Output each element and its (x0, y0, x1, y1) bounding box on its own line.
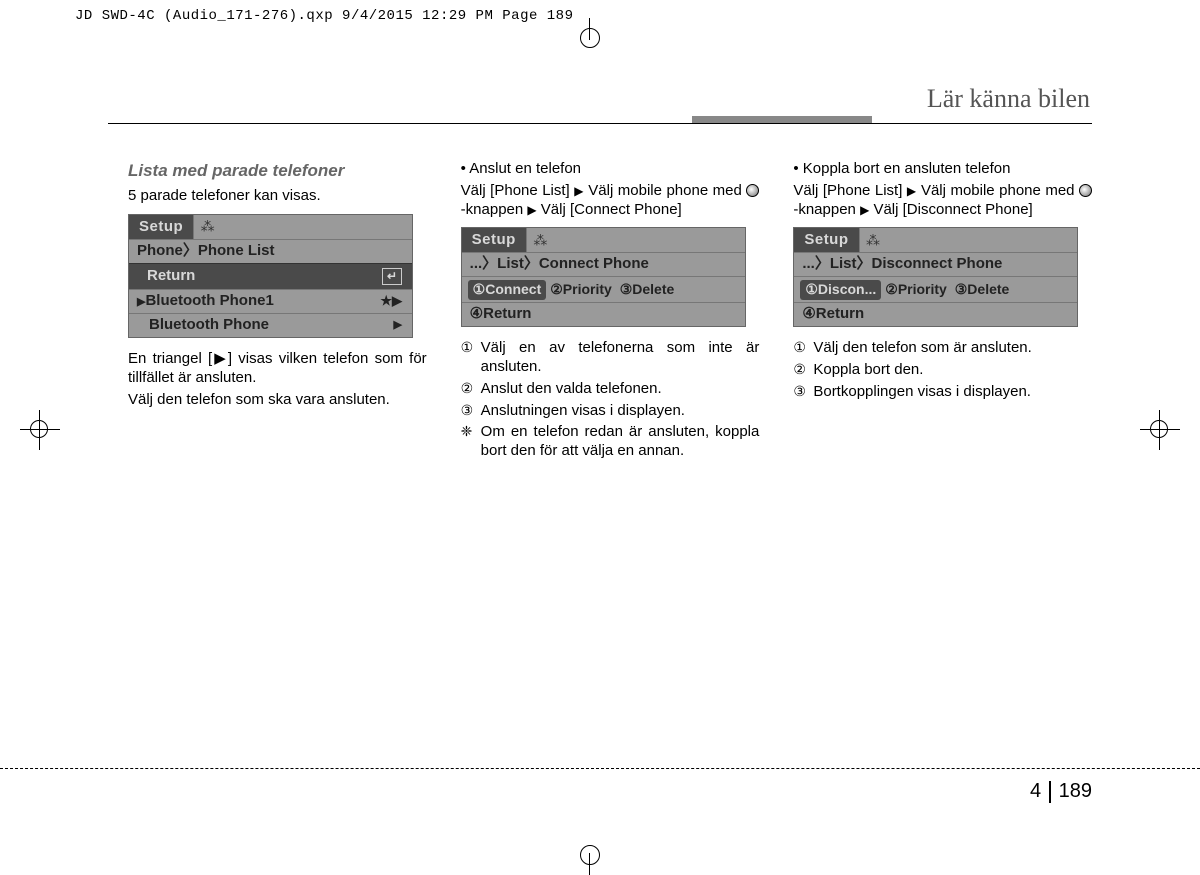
bluetooth-icon: ⁂ (859, 228, 887, 252)
intro-text: 5 parade telefoner kan visas. (128, 187, 427, 206)
action-priority: ②Priority (550, 281, 612, 299)
print-header: JD SWD-4C (Audio_171-276).qxp 9/4/2015 1… (75, 8, 573, 24)
action-delete: ③Delete (616, 281, 674, 299)
page-number: 4 189 (1030, 780, 1092, 803)
knob-icon (746, 184, 759, 197)
instruction-text: Välj [Phone List] ▶ Välj mobile phone me… (461, 182, 760, 220)
screen-phone-list: Setup ⁂ Phone〉Phone List Return ↵ ▶Bluet… (128, 214, 413, 338)
star-icon: ★▶ (380, 293, 402, 309)
action-disconnect: ①Discon... (800, 280, 881, 300)
screen-return-row: Return ↵ (129, 263, 412, 289)
screen-phone-row-1: ▶Bluetooth Phone1 ★▶ (129, 289, 412, 313)
bluetooth-icon: ⁂ (193, 215, 221, 239)
screen-breadcrumb: ...〉List〉Disconnect Phone (794, 252, 1077, 276)
registration-mark-right (1140, 410, 1180, 450)
screen-breadcrumb: ...〉List〉Connect Phone (462, 252, 745, 276)
chapter-title: Lär känna bilen (927, 84, 1090, 114)
screen-return-row: ④Return (794, 302, 1077, 326)
content-columns: Lista med parade telefoner 5 parade tele… (128, 160, 1092, 464)
screen-return-row: ④Return (462, 302, 745, 326)
screen-setup-label: Setup (462, 228, 526, 252)
screen-phone-row-2: Bluetooth Phone ▶ (129, 313, 412, 337)
header-rule (108, 116, 1092, 124)
column-1: Lista med parade telefoner 5 parade tele… (128, 160, 427, 464)
crop-mark-bottom (570, 835, 610, 875)
section-number: 4 (1030, 780, 1041, 803)
column-3: • Koppla bort en ansluten telefon Välj [… (793, 160, 1092, 464)
bullet-heading: • Koppla bort en ansluten telefon (793, 160, 1092, 179)
action-priority: ②Priority (885, 281, 947, 299)
section-heading: Lista med parade telefoner (128, 160, 427, 181)
bullet-heading: • Anslut en telefon (461, 160, 760, 179)
screen-action-row: ①Connect ②Priority ③Delete (462, 276, 745, 302)
screen-connect-phone: Setup ⁂ ...〉List〉Connect Phone ①Connect … (461, 227, 746, 327)
numbered-list: ①Välj den telefon som är ansluten. ②Kopp… (793, 339, 1092, 401)
registration-mark-left (20, 410, 60, 450)
column-2: • Anslut en telefon Välj [Phone List] ▶ … (461, 160, 760, 464)
knob-icon (1079, 184, 1092, 197)
body-text: En triangel [▶] visas vilken telefon som… (128, 350, 427, 388)
screen-disconnect-phone: Setup ⁂ ...〉List〉Disconnect Phone ①Disco… (793, 227, 1078, 327)
bluetooth-icon: ⁂ (526, 228, 554, 252)
return-icon: ↵ (382, 268, 402, 285)
footer-rule (0, 768, 1200, 769)
screen-action-row: ①Discon... ②Priority ③Delete (794, 276, 1077, 302)
crop-mark-top (570, 18, 610, 58)
action-delete: ③Delete (951, 281, 1009, 299)
instruction-text: Välj [Phone List] ▶ Välj mobile phone me… (793, 182, 1092, 220)
screen-breadcrumb: Phone〉Phone List (129, 239, 412, 263)
screen-setup-label: Setup (794, 228, 858, 252)
page-number-value: 189 (1059, 780, 1092, 803)
screen-setup-label: Setup (129, 215, 193, 239)
action-connect: ①Connect (468, 280, 547, 300)
numbered-list: ①Välj en av telefonerna som inte är ansl… (461, 339, 760, 461)
body-text: Välj den telefon som ska vara ansluten. (128, 391, 427, 410)
